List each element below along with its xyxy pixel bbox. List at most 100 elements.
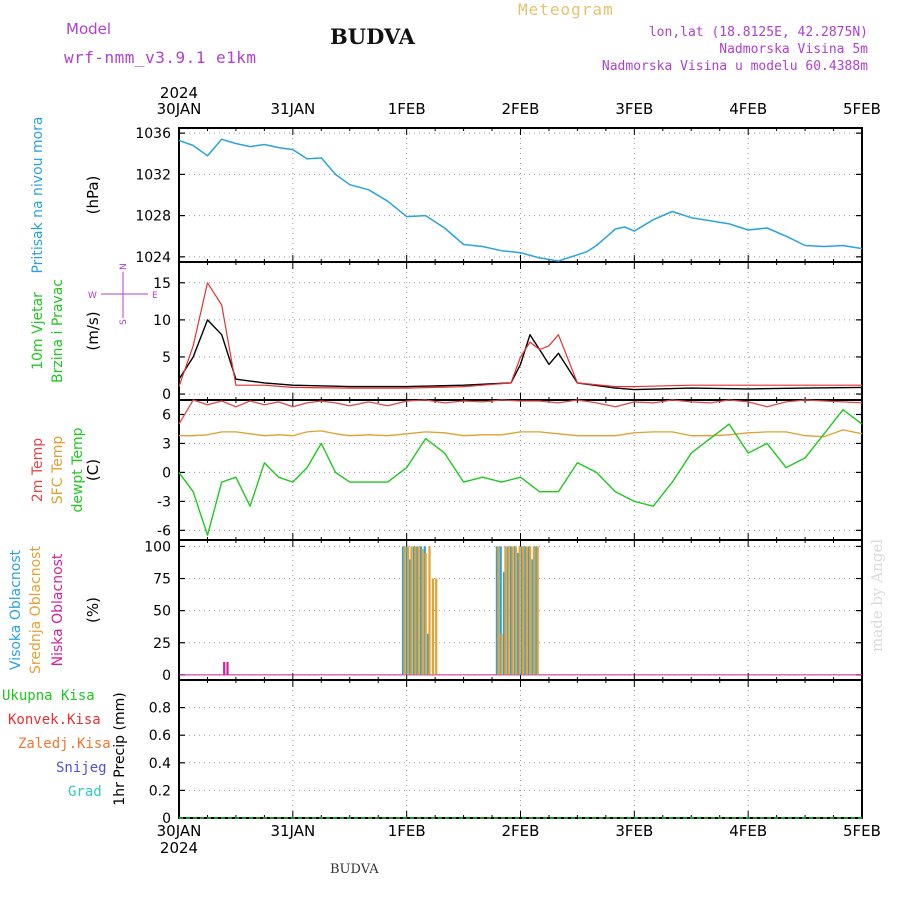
cloud-bar-high [535, 546, 538, 675]
time-tick-label-bottom: 30JAN [157, 822, 202, 840]
precip-legend-item: Ukupna Kisa [2, 688, 95, 704]
compass-w: W [88, 291, 97, 301]
precipitation-ytick-label: 0.4 [149, 756, 171, 772]
temp-ylabel-2m: 2m Temp [30, 438, 46, 502]
cloud-bar-high [517, 552, 520, 675]
wind-ylabel-1: 10m Vjetar [30, 292, 46, 370]
cloud-bar-mid [407, 546, 410, 675]
year-label-top: 2024 [160, 84, 198, 102]
clouds-panel: 0 25 50 75 100 (%) [84, 539, 863, 684]
cloud-bar-mid [532, 546, 535, 675]
cloud-bar-high [416, 546, 419, 675]
clouds-ytick-label: 50 [153, 604, 171, 620]
cloud-bar-high [409, 559, 412, 675]
wind-ytick-label: 10 [153, 313, 171, 329]
cloud-bar-mid [417, 546, 420, 675]
cloud-ylabel-high: Visoka Oblacnost [8, 549, 24, 670]
cloud-bar-mid [428, 546, 431, 675]
cloud-bar-mid [424, 552, 427, 675]
cloud-bar-mid [500, 633, 503, 675]
cloud-bar-mid [518, 546, 521, 675]
wind-ylabel-2: Brzina i Pravac [50, 279, 66, 383]
wind-ytick-label: 0 [162, 387, 171, 403]
wind-panel: 0 5 10 15 (m/s) [84, 261, 863, 403]
time-tick-label-bottom: 1FEB [388, 822, 426, 840]
model-altitude-text: Nadmorska Visina u modelu 60.4388m [601, 59, 868, 74]
model-name: wrf-nmm_v3.9.1 e1km [64, 48, 257, 67]
time-tick-label-top: 31JAN [270, 100, 315, 118]
cloud-bar-mid [529, 546, 532, 675]
temperature-ytick-label: -3 [157, 494, 171, 510]
cloud-ylabel-mid: Srednja Oblacnost [28, 546, 44, 674]
precip-ylabel: 1hr Precip (mm) [112, 692, 128, 805]
cloud-bar-high [531, 559, 534, 675]
time-tick-label-bottom: 3FEB [615, 822, 653, 840]
precip-legend-item: Grad [68, 784, 102, 800]
temp-ylabel-dewpt: dewpt Temp [70, 427, 86, 512]
clouds-ytick-label: 25 [153, 636, 171, 652]
cloud-bar-high [401, 546, 405, 675]
cloud-ylabel-low: Niska Oblacnost [50, 553, 66, 666]
temp-ylabel-sfc: SFC Temp [50, 436, 66, 505]
compass-s: S [119, 319, 129, 325]
pressure-ytick-label: 1032 [135, 167, 171, 183]
time-tick-label-top: 4FEB [729, 100, 767, 118]
time-tick-label-bottom: 31JAN [270, 822, 315, 840]
cloud-bar-mid [403, 546, 406, 675]
precip-legend-item: Zaledj.Kisa [18, 736, 111, 752]
cloud-bar-high [524, 546, 527, 675]
time-tick-label-bottom: 4FEB [729, 822, 767, 840]
time-tick-label-top: 1FEB [388, 100, 426, 118]
pressure-panel: 1024 1028 1032 1036 (hPa) [84, 126, 863, 266]
time-tick-label-bottom: 5FEB [843, 822, 881, 840]
wind-units-label: (m/s) [84, 311, 102, 350]
footer-station: BUDVA [330, 862, 379, 877]
precipitation-frame [178, 679, 863, 819]
cloud-bar-mid [410, 546, 413, 675]
temperature-panel: -6 -3 0 3 6 (C) [84, 399, 863, 541]
cloud-bar-mid [504, 546, 507, 675]
cloud-bar-high [412, 546, 415, 675]
clouds-ytick-label: 100 [144, 539, 171, 555]
temperature-ytick-label: 3 [162, 436, 171, 452]
cloud-bar-high [427, 633, 430, 675]
cloud-bar-high [502, 572, 506, 675]
compass-e: E [152, 291, 158, 301]
model-label: Model [66, 20, 112, 38]
precipitation-ytick-label: 0 [162, 811, 171, 827]
cloud-bar-mid [435, 578, 438, 675]
wind-ytick-label: 15 [153, 276, 171, 292]
altitude-text: Nadmorska Visina 5m [719, 42, 868, 57]
lonlat-text: lon,lat (18.8125E, 42.2875N) [648, 25, 868, 40]
pressure-ytick-label: 1024 [135, 250, 171, 266]
wind-ytick-label: 5 [162, 350, 171, 366]
cloud-bar-mid [514, 546, 517, 675]
wind-speed-line [178, 319, 863, 391]
wind-compass: W E N S [88, 263, 158, 325]
clouds-ytick-label: 75 [153, 572, 171, 588]
cloud-bar-low [226, 662, 229, 675]
pressure-units-label: (hPa) [84, 176, 102, 215]
station-title: BUDVA [330, 24, 415, 49]
clouds-ytick-label: 0 [162, 668, 171, 684]
year-label-bottom: 2024 [160, 839, 198, 857]
pressure-ytick-label: 1036 [135, 126, 171, 142]
cloud-bar-high [510, 546, 513, 675]
temperature-ytick-label: -6 [157, 523, 171, 539]
precipitation-ytick-label: 0.8 [149, 701, 171, 717]
pressure-ytick-label: 1028 [135, 209, 171, 225]
precipitation-ytick-label: 0.6 [149, 728, 171, 744]
precipitation-ytick-label: 0.2 [149, 783, 171, 799]
cloud-bar-mid [431, 578, 434, 675]
time-tick-label-top: 2FEB [502, 100, 540, 118]
pressure-line [178, 138, 863, 262]
pressure-ylabel: Pritisak na nivou mora [30, 116, 46, 273]
temp-2m-line [178, 399, 863, 425]
dewpoint-line [178, 409, 863, 536]
cloud-bar-mid [421, 549, 424, 675]
precip-legend-item: Snijeg [56, 760, 107, 776]
time-tick-label-top: 30JAN [157, 100, 202, 118]
precipitation-panel: 0 0.2 0.4 0.6 0.8 [149, 679, 863, 827]
cloud-bar-mid [521, 546, 525, 675]
